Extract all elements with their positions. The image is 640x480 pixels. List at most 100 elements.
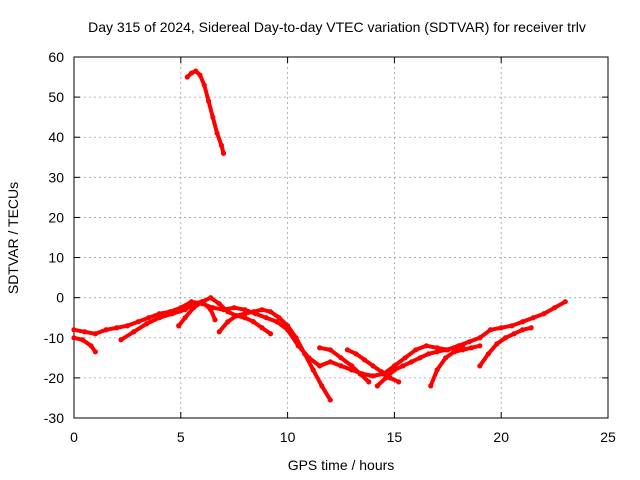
x-tick-label: 15	[387, 429, 403, 445]
plot-frame	[73, 56, 609, 419]
series-layer	[71, 68, 568, 403]
data-point	[216, 329, 222, 335]
series-track-f	[217, 307, 333, 402]
data-point	[92, 349, 98, 355]
data-point	[242, 307, 248, 313]
data-point	[233, 313, 239, 319]
data-point	[276, 315, 282, 321]
data-point	[509, 323, 515, 329]
data-point	[338, 363, 344, 369]
data-point	[210, 114, 216, 120]
data-point	[519, 327, 526, 333]
data-point	[466, 339, 472, 345]
data-point	[199, 299, 205, 305]
data-point	[400, 363, 406, 369]
data-point	[208, 307, 214, 313]
x-tick-label: 25	[600, 429, 616, 445]
data-point	[413, 347, 419, 353]
data-point	[259, 307, 265, 313]
data-point	[169, 311, 175, 317]
data-point	[267, 309, 274, 315]
data-point	[370, 373, 376, 379]
series-track-f-points	[216, 307, 333, 403]
data-point	[82, 329, 88, 335]
data-point	[528, 325, 534, 331]
data-point	[135, 319, 141, 325]
y-tick-label: 50	[48, 89, 64, 105]
y-tick-label: 10	[48, 250, 64, 266]
data-point	[208, 295, 214, 301]
data-point	[156, 311, 163, 317]
data-point	[88, 343, 94, 349]
data-point	[285, 323, 291, 329]
data-point	[460, 343, 466, 349]
data-point	[327, 359, 333, 365]
data-point	[498, 325, 504, 331]
data-point	[327, 347, 333, 353]
data-point	[212, 317, 218, 323]
data-point	[361, 357, 368, 363]
data-point	[353, 351, 359, 357]
data-point	[338, 355, 344, 361]
data-point	[242, 315, 248, 321]
data-point	[443, 355, 449, 361]
data-point	[182, 307, 188, 313]
data-point	[71, 335, 77, 341]
data-point	[460, 347, 466, 353]
data-point	[477, 335, 483, 341]
data-point	[191, 305, 197, 311]
data-point	[103, 327, 109, 333]
data-point	[366, 379, 372, 385]
data-point	[184, 74, 190, 80]
data-point	[205, 98, 212, 104]
series-track-a-points	[184, 68, 227, 156]
data-point	[259, 325, 265, 331]
y-tick-label: 40	[48, 129, 64, 145]
data-point	[201, 82, 207, 88]
data-point	[131, 329, 137, 335]
series-track-b-points	[71, 299, 568, 379]
data-point	[370, 363, 376, 369]
data-point	[156, 315, 163, 321]
data-point	[425, 351, 432, 357]
data-point	[118, 337, 124, 343]
data-point	[188, 70, 195, 76]
data-point	[477, 343, 483, 349]
series-track-d-points	[118, 299, 218, 343]
y-tick-label: -10	[44, 330, 64, 346]
data-point	[71, 327, 77, 333]
data-point	[434, 349, 440, 355]
data-point	[225, 319, 231, 325]
data-point	[349, 363, 355, 369]
data-point	[468, 345, 474, 351]
data-point	[197, 72, 203, 78]
data-point	[250, 309, 257, 315]
data-point	[225, 309, 231, 315]
y-tick-label: 60	[48, 49, 64, 65]
data-point	[562, 299, 568, 305]
data-point	[396, 379, 402, 385]
grid	[74, 57, 608, 418]
data-point	[451, 349, 457, 355]
data-point	[443, 347, 449, 353]
data-point	[317, 345, 323, 351]
series-track-j-points	[428, 343, 483, 389]
data-point	[344, 347, 351, 353]
data-point	[114, 325, 120, 331]
data-point	[274, 319, 280, 325]
data-point	[327, 397, 333, 403]
data-point	[293, 335, 299, 341]
data-point	[378, 369, 385, 375]
x-tick-label: 10	[280, 429, 296, 445]
data-point	[519, 319, 526, 325]
data-point	[146, 315, 152, 321]
data-point	[144, 321, 150, 327]
data-point	[267, 331, 274, 337]
chart-title: Day 315 of 2024, Sidereal Day-to-day VTE…	[88, 19, 586, 35]
data-point	[417, 355, 423, 361]
data-point	[494, 341, 500, 347]
data-point	[511, 331, 517, 337]
series-track-c-points	[71, 335, 98, 355]
axis-ticks: 0 5 10 15 20 25 -30 -20 -10 0 10 20 30 40 50 60	[44, 49, 616, 445]
